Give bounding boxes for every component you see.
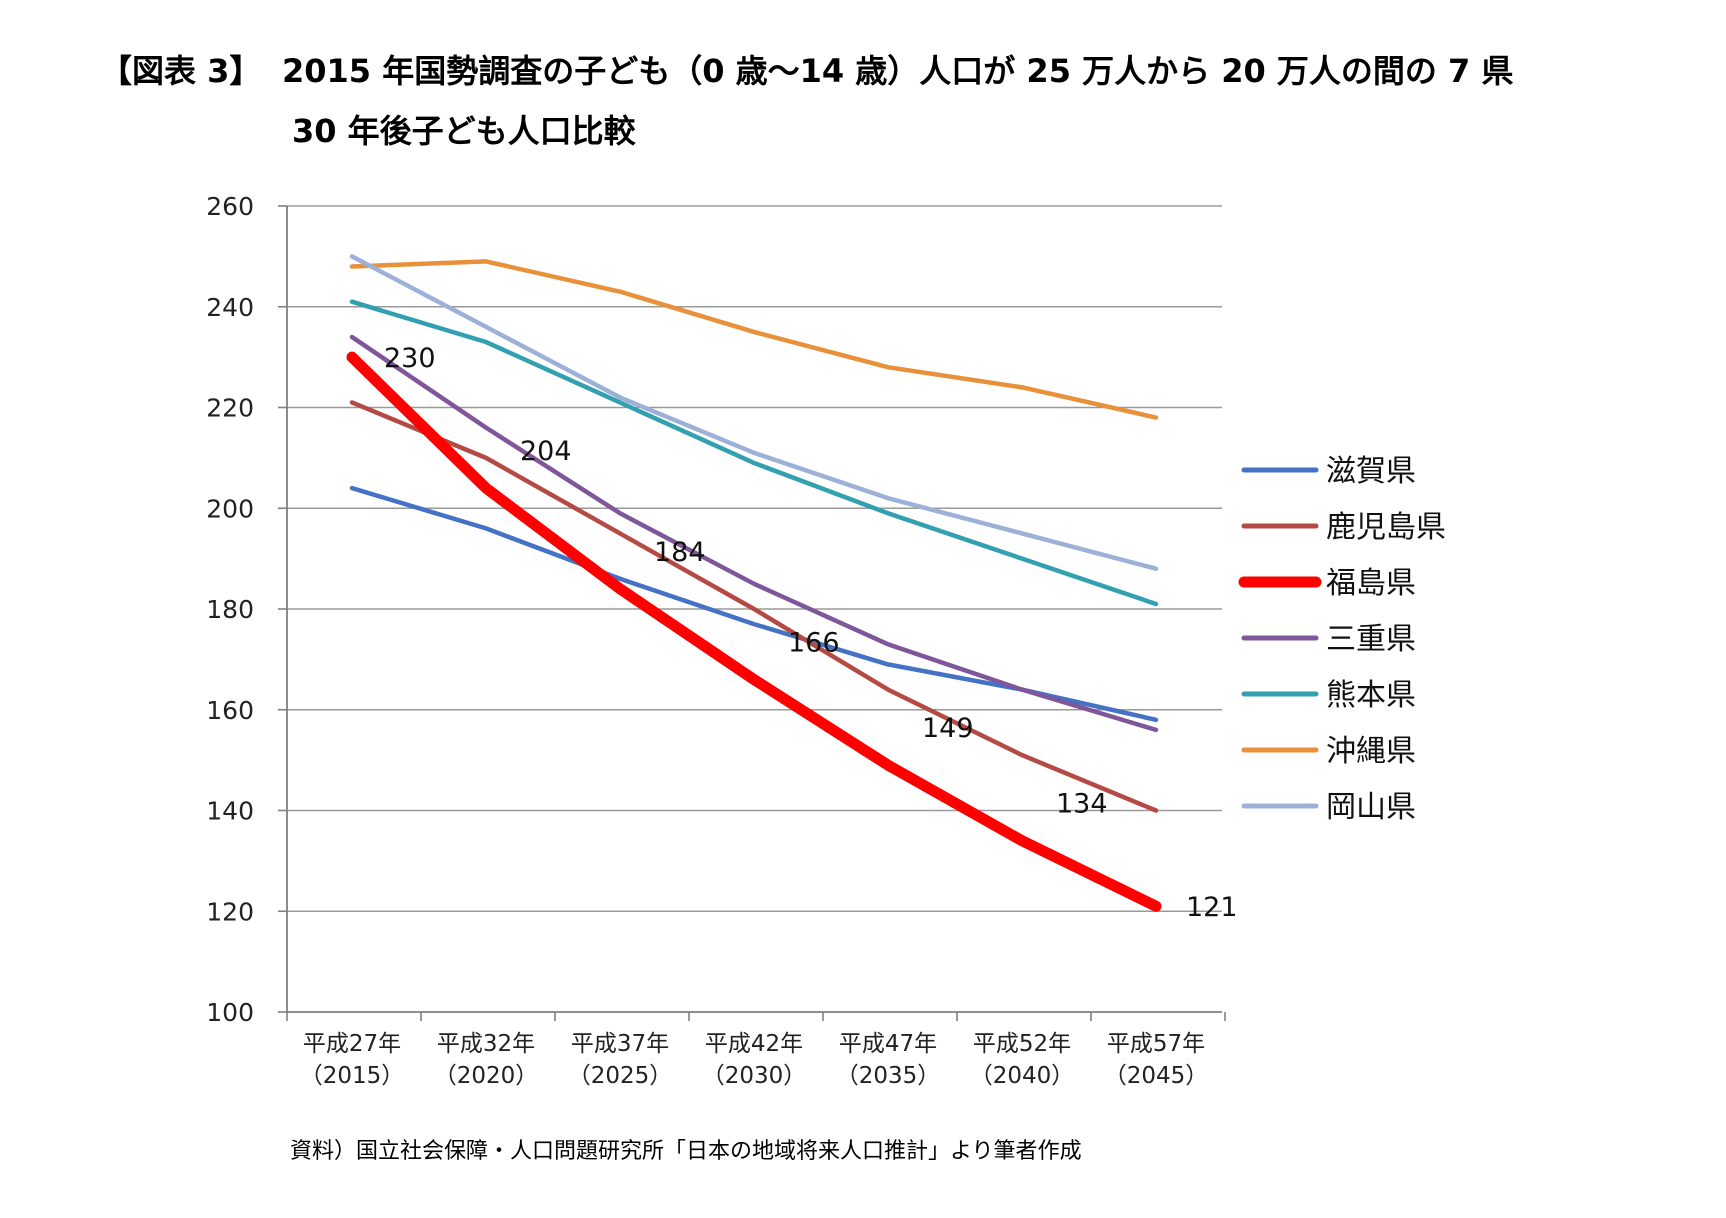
chart-subtitle: 30 年後子ども人口比較 (292, 112, 636, 150)
y-tick-label: 220 (206, 394, 254, 423)
x-tick-label: 平成57年 (1107, 1031, 1205, 1057)
legend-label: 鹿児島県 (1326, 510, 1446, 545)
x-tick-label-year: （2040） (970, 1063, 1075, 1089)
x-tick-label: 平成37年 (571, 1031, 669, 1057)
legend-label: 沖縄県 (1326, 734, 1416, 769)
data-labels: 230 204 184 166 149 134 121 (384, 343, 1238, 923)
data-label: 230 (384, 343, 436, 374)
x-tick-label: 平成32年 (437, 1031, 535, 1057)
y-tick-label: 260 (206, 192, 254, 221)
x-tick-label: 平成47年 (839, 1031, 937, 1057)
series-lines (346, 254, 1162, 912)
y-tick-label: 200 (206, 494, 254, 523)
legend-label: 熊本県 (1326, 678, 1416, 713)
x-tick-label-year: （2045） (1104, 1063, 1209, 1089)
data-label: 134 (1056, 789, 1108, 820)
series-line-5 (349, 299, 1159, 607)
x-tick-label-year: （2025） (568, 1063, 673, 1089)
figure-label: 【図表 3】 (100, 52, 262, 90)
y-tick-label: 100 (206, 998, 254, 1027)
x-tick-label-year: （2015） (300, 1063, 405, 1089)
legend-label: 岡山県 (1326, 790, 1416, 825)
y-tick-label: 140 (206, 797, 254, 826)
y-axis-ticks: 100 120 140 160 180 200 220 240 260 (206, 192, 287, 1027)
data-label: 184 (654, 537, 706, 568)
series-line-2 (349, 400, 1159, 813)
x-tick-label-year: （2020） (434, 1063, 539, 1089)
y-tick-label: 160 (206, 696, 254, 725)
legend-label: 福島県 (1326, 566, 1416, 601)
data-label: 166 (788, 628, 840, 659)
data-label: 121 (1186, 892, 1238, 923)
y-tick-label: 240 (206, 293, 254, 322)
series-line-3 (346, 351, 1162, 912)
legend-label: 三重県 (1326, 622, 1416, 657)
series-line-7 (349, 254, 1159, 571)
series-line-6 (349, 259, 1159, 420)
x-axis-ticks: 平成27年 （2015） 平成32年 （2020） 平成37年 （2025） 平成42年 （2… (286, 1012, 1226, 1089)
chart-title: 2015 年国勢調査の子ども（0 歳〜14 歳）人口が 25 万人から 20 万… (282, 52, 1514, 90)
x-tick-label-year: （2035） (836, 1063, 941, 1089)
legend-label: 滋賀県 (1326, 454, 1416, 489)
x-tick-label: 平成42年 (705, 1031, 803, 1057)
x-tick-label-year: （2030） (702, 1063, 807, 1089)
x-tick-label: 平成27年 (303, 1031, 401, 1057)
series-line-4 (349, 334, 1159, 733)
x-tick-label: 平成52年 (973, 1031, 1071, 1057)
y-tick-label: 180 (206, 595, 254, 624)
data-label: 149 (922, 713, 974, 744)
source-note: 資料）国立社会保障・人口問題研究所「日本の地域将来人口推計」より筆者作成 (290, 1139, 1082, 1164)
data-label: 204 (520, 436, 572, 467)
y-tick-label: 120 (206, 897, 254, 926)
